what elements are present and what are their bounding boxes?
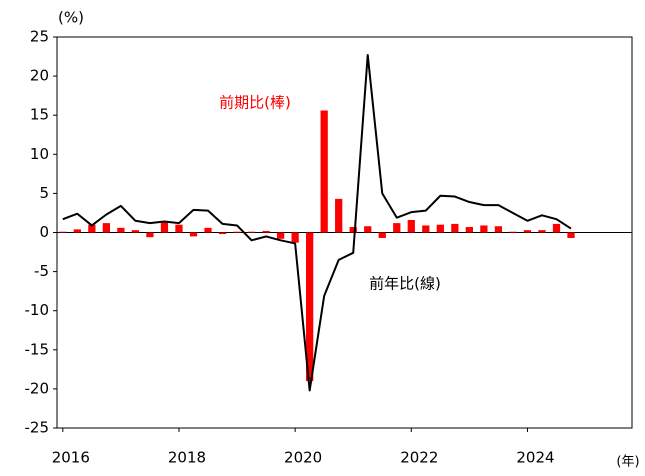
x-tick-label: 2018 [168, 449, 206, 467]
line [62, 53, 572, 392]
y-tick-label: -10 [25, 301, 50, 319]
bar [567, 232, 575, 238]
bar [451, 223, 459, 233]
y-tick-label: -15 [25, 340, 50, 358]
bar [88, 224, 96, 233]
bar [494, 226, 503, 233]
bar [175, 224, 183, 233]
x-unit-label: (年) [616, 455, 639, 470]
bar [509, 231, 517, 233]
bar [233, 231, 241, 233]
y-tick-label: -25 [25, 419, 50, 437]
bar [247, 231, 256, 233]
bar-annotation: 前期比(棒) [219, 94, 291, 112]
x-tick-label: 2024 [516, 449, 554, 467]
y-tick-label: 10 [30, 145, 49, 163]
bar [393, 223, 401, 233]
bar [262, 230, 270, 233]
bar [480, 225, 488, 233]
bar [523, 230, 532, 233]
y-unit-label: (%) [58, 9, 84, 27]
bar [349, 227, 357, 233]
y-tick-label: 20 [30, 67, 49, 85]
bar [291, 232, 299, 243]
x-tick-label: 2020 [284, 449, 322, 467]
bar [117, 227, 125, 233]
bar [378, 232, 386, 238]
bar [320, 110, 328, 233]
y-tick-label: -5 [34, 262, 49, 280]
bar [465, 227, 474, 233]
y-tick-label: 5 [39, 184, 49, 202]
y-tick-label: 15 [30, 106, 49, 124]
bar [59, 231, 67, 233]
bar [276, 232, 285, 239]
bar [146, 232, 154, 238]
bar [552, 223, 561, 233]
bar [189, 232, 198, 237]
bar [306, 232, 314, 382]
bar [131, 230, 140, 233]
bar [436, 224, 444, 233]
bar [407, 219, 415, 233]
x-tick-label: 2016 [52, 449, 90, 467]
bar [102, 223, 110, 233]
y-tick-label: -20 [25, 379, 50, 397]
x-tick-label: 2022 [400, 449, 438, 467]
bar [204, 227, 212, 233]
bar [73, 229, 81, 233]
y-tick-label: 25 [30, 28, 49, 46]
bar [422, 225, 430, 233]
bar [218, 232, 227, 235]
bar [364, 226, 372, 233]
bar [160, 222, 169, 233]
line-annotation: 前年比(線) [369, 275, 441, 293]
bar [335, 198, 343, 233]
y-tick-label: 0 [39, 223, 49, 241]
bar [538, 230, 546, 233]
